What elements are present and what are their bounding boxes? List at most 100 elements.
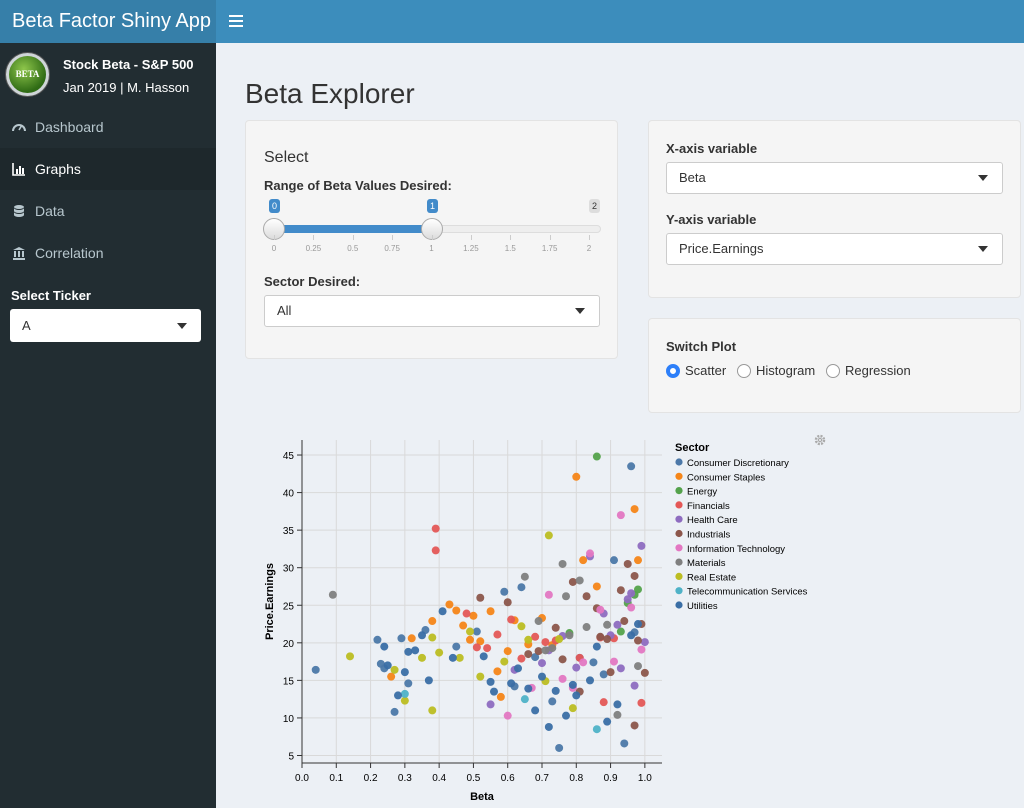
- scatter-point: [630, 571, 639, 580]
- scatter-point: [634, 585, 642, 594]
- sidebar-item-data[interactable]: Data: [0, 190, 216, 232]
- x-axis-select[interactable]: Beta: [666, 162, 1003, 194]
- legend-label: Health Care: [687, 515, 738, 526]
- scatter-point: [418, 653, 426, 662]
- sidebar-item-graphs[interactable]: Graphs: [0, 148, 216, 190]
- scatter-point: [455, 653, 464, 662]
- sidebar-item-correlation[interactable]: Correlation: [0, 232, 216, 274]
- top-header: Beta Factor Shiny App: [0, 0, 1024, 43]
- scatter-point: [634, 662, 642, 671]
- scatter-point: [383, 661, 392, 670]
- sector-select[interactable]: All: [264, 295, 600, 327]
- radio-regression-dot[interactable]: [826, 364, 840, 378]
- legend-swatch: [675, 558, 683, 566]
- sidebar-item-dashboard[interactable]: Dashboard: [0, 106, 216, 148]
- app-title[interactable]: Beta Factor Shiny App: [0, 0, 216, 43]
- scatter-point: [575, 576, 584, 585]
- scatter-point: [592, 452, 601, 461]
- scatter-point: [428, 633, 437, 642]
- scatter-plot: 0.0 0.1 0.2 0.3 0.4 0.5 0.6 0.7 0.8 0.9 1.0 5 10 15 20…: [264, 440, 808, 803]
- gear-icon[interactable]: [814, 434, 826, 446]
- scatter-point: [452, 642, 461, 651]
- scatter-point: [538, 659, 546, 668]
- ticker-select-value: A: [22, 318, 31, 333]
- scatter-point: [520, 572, 529, 581]
- scatter-point: [582, 592, 591, 601]
- scatter-point: [637, 541, 646, 550]
- scatter-point: [630, 681, 639, 690]
- beta-range-label: Range of Beta Values Desired:: [264, 178, 452, 193]
- scatter-point: [486, 607, 495, 616]
- scatter-point: [466, 627, 474, 636]
- menu-toggle-icon[interactable]: [229, 12, 243, 30]
- scatter-point: [572, 663, 581, 672]
- dashboard-icon: [12, 124, 26, 132]
- database-icon: [14, 205, 24, 217]
- slider-tick: [274, 235, 275, 240]
- scatter-point: [613, 710, 622, 719]
- scatter-point: [479, 652, 488, 661]
- y-axis-select[interactable]: Price.Earnings: [666, 233, 1003, 265]
- scatter-point: [548, 644, 557, 653]
- y-tick-label: 5: [288, 751, 294, 762]
- scatter-point: [472, 627, 481, 636]
- radio-regression-label: Regression: [845, 363, 911, 378]
- scatter-point: [541, 646, 550, 655]
- x-tick-label: 0.0: [295, 773, 309, 784]
- scatter-point: [630, 721, 639, 730]
- legend-label: Materials: [687, 558, 726, 569]
- switch-plot-panel: Switch Plot Scatter Histogram Regression: [648, 318, 1021, 413]
- scatter-point: [476, 593, 485, 602]
- x-axis-select-value: Beta: [679, 170, 706, 185]
- slider-tick: [510, 235, 512, 240]
- scatter-point: [514, 664, 522, 673]
- scatter-point: [486, 700, 495, 709]
- x-tick-label: 0.7: [535, 773, 549, 784]
- chevron-down-icon: [177, 323, 187, 329]
- legend-label: Financials: [687, 501, 730, 512]
- x-tick-label: 0.8: [569, 773, 583, 784]
- scatter-point: [596, 605, 605, 614]
- scatter-point: [562, 711, 570, 720]
- scatter-point: [616, 586, 625, 595]
- scatter-point: [373, 635, 382, 644]
- scatter-point: [596, 632, 605, 641]
- legend-label: Telecommunication Services: [687, 587, 808, 598]
- slider-tick: [313, 235, 315, 240]
- scatter-point: [411, 646, 420, 655]
- slider-tick: [352, 235, 354, 240]
- scatter-point: [472, 643, 481, 652]
- slider-tick-label: 1: [429, 244, 434, 253]
- y-axis-select-value: Price.Earnings: [679, 241, 764, 256]
- scatter-point: [438, 607, 447, 616]
- radio-histogram-label: Histogram: [756, 363, 816, 378]
- x-tick-label: 1.0: [638, 773, 652, 784]
- scatter-point: [592, 642, 601, 651]
- legend-swatch: [675, 529, 683, 538]
- scatter-point: [507, 615, 516, 624]
- scatter-point: [503, 711, 512, 720]
- scatter-point: [490, 687, 498, 696]
- scatter-point: [613, 620, 622, 629]
- scatter-point: [520, 695, 529, 704]
- scatter-point: [496, 692, 505, 701]
- scatter-point: [634, 636, 642, 645]
- chevron-down-icon: [978, 175, 988, 181]
- scatter-point: [640, 638, 649, 647]
- legend-label: Energy: [687, 487, 717, 498]
- scatter-point: [634, 620, 642, 629]
- scatter-point: [524, 684, 533, 693]
- scatter-point: [603, 620, 612, 629]
- slider-tick: [589, 235, 590, 240]
- scatter-point: [630, 505, 639, 514]
- radio-histogram-dot[interactable]: [737, 364, 751, 378]
- sidebar-item-label: Correlation: [35, 245, 104, 261]
- slider-fill: [274, 225, 432, 233]
- beta-range-slider[interactable]: 0 1 2 0 0.25 0.5 0.75 1 1.25 1.5 1.75 2: [263, 199, 604, 259]
- scatter-point: [462, 609, 471, 618]
- radio-scatter-dot[interactable]: [666, 364, 680, 378]
- x-axis-label: X-axis variable: [666, 141, 758, 156]
- user-subtitle: Jan 2019 | M. Hasson: [63, 80, 190, 95]
- ticker-select[interactable]: A: [10, 309, 201, 342]
- slider-high-badge: 1: [427, 199, 439, 213]
